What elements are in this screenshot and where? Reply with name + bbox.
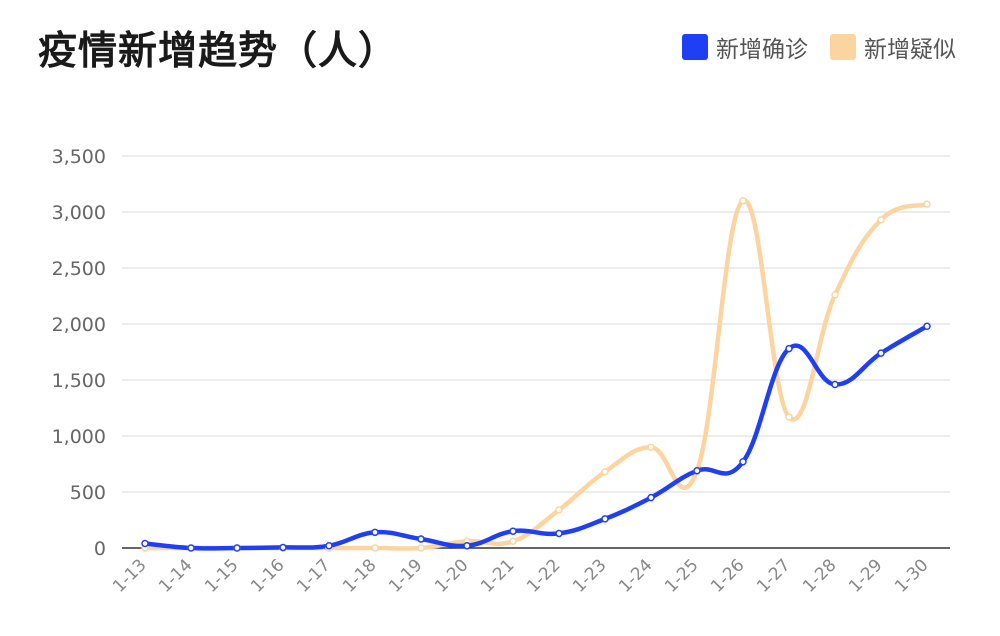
data-point-confirmed[interactable]	[785, 344, 793, 353]
data-point-confirmed[interactable]	[417, 535, 425, 543]
data-point-confirmed[interactable]	[463, 542, 471, 550]
x-tick-label: 1-30	[891, 555, 932, 596]
data-point-confirmed[interactable]	[279, 543, 287, 552]
data-point-suspected[interactable]	[923, 200, 931, 208]
x-tick-label: 1-18	[339, 555, 380, 596]
y-tick-label: 3,000	[52, 202, 106, 224]
y-tick-label: 0	[94, 538, 106, 560]
data-point-confirmed[interactable]	[693, 466, 701, 475]
data-point-confirmed[interactable]	[739, 458, 747, 466]
chart-title: 疫情新增趋势（人）	[38, 29, 399, 74]
x-tick-label: 1-25	[661, 555, 702, 596]
x-tick-label: 1-15	[201, 555, 242, 596]
data-point-suspected[interactable]	[555, 506, 563, 514]
legend-item-suspected[interactable]: 新增疑似	[830, 30, 956, 64]
x-tick-label: 1-13	[109, 555, 150, 596]
y-tick-label: 3,500	[52, 146, 106, 168]
legend-label-confirmed: 新增确诊	[716, 37, 808, 63]
data-point-confirmed[interactable]	[831, 380, 839, 389]
data-point-suspected[interactable]	[417, 544, 425, 552]
y-tick-label: 2,000	[52, 314, 106, 336]
x-tick-label: 1-21	[477, 555, 518, 596]
legend-swatch-confirmed	[682, 34, 708, 60]
data-point-confirmed[interactable]	[141, 539, 149, 548]
data-point-suspected[interactable]	[785, 413, 793, 421]
x-tick-label: 1-26	[707, 555, 748, 596]
data-point-suspected[interactable]	[601, 468, 609, 476]
x-tick-label: 1-16	[247, 555, 288, 596]
y-tick-label: 1,500	[52, 370, 106, 392]
series-line-suspected	[142, 198, 930, 551]
x-tick-label: 1-29	[845, 555, 886, 596]
data-point-suspected[interactable]	[371, 544, 379, 552]
series-lines	[142, 198, 930, 551]
legend: 新增确诊 新增疑似	[682, 30, 956, 64]
y-axis: 0 500 1,000 1,500 2,000 2,500 3,000 3,500	[52, 146, 106, 560]
y-tick-label: 500	[70, 482, 106, 504]
data-point-confirmed[interactable]	[601, 515, 609, 523]
x-tick-label: 1-20	[431, 555, 472, 596]
data-point-confirmed[interactable]	[325, 542, 333, 550]
x-tick-label: 1-19	[385, 555, 426, 596]
data-point-confirmed[interactable]	[923, 322, 931, 330]
data-point-confirmed[interactable]	[647, 493, 655, 502]
x-axis: 1-13 1-14 1-15 1-16 1-17 1-18 1-19 1-20 1-21 1-22…	[109, 555, 932, 596]
legend-item-confirmed[interactable]: 新增确诊	[682, 30, 808, 64]
data-point-suspected[interactable]	[647, 443, 655, 451]
data-point-confirmed[interactable]	[187, 544, 195, 552]
data-point-suspected[interactable]	[877, 216, 885, 224]
data-point-confirmed[interactable]	[233, 544, 241, 552]
x-tick-label: 1-14	[155, 555, 196, 596]
x-tick-label: 1-17	[293, 555, 334, 596]
y-tick-label: 2,500	[52, 258, 106, 280]
data-point-confirmed[interactable]	[877, 349, 885, 357]
x-tick-label: 1-28	[799, 555, 840, 596]
series-line-confirmed	[142, 323, 930, 551]
data-point-confirmed[interactable]	[555, 529, 563, 538]
legend-label-suspected: 新增疑似	[864, 37, 956, 63]
series-points	[141, 197, 931, 552]
x-tick-label: 1-23	[569, 555, 610, 596]
data-point-suspected[interactable]	[831, 291, 839, 299]
x-tick-label: 1-27	[753, 555, 794, 596]
y-tick-label: 1,000	[52, 426, 106, 448]
data-point-confirmed[interactable]	[371, 528, 379, 537]
x-tick-label: 1-24	[615, 555, 656, 596]
data-point-suspected[interactable]	[739, 197, 747, 205]
legend-swatch-suspected	[830, 34, 856, 60]
grid-lines	[122, 155, 950, 549]
data-point-suspected[interactable]	[509, 537, 517, 546]
data-point-confirmed[interactable]	[509, 527, 517, 535]
x-tick-label: 1-22	[523, 555, 564, 596]
